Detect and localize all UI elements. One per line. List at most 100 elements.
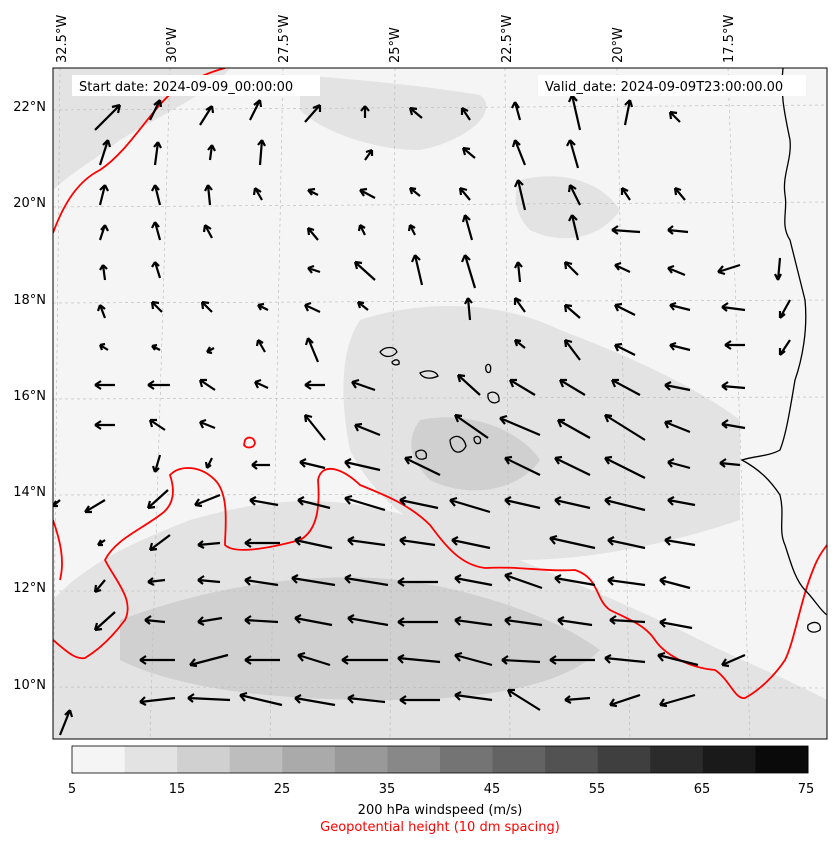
wind-arrow <box>774 257 782 281</box>
valid-date-label: Valid_date: 2024-09-09T23:00:00.00 <box>545 80 783 95</box>
cape-verde-island-8 <box>415 449 428 460</box>
wind-arrow <box>244 615 279 625</box>
wind-arrow <box>244 655 280 665</box>
wind-arrow <box>347 536 386 547</box>
cape-verde-island-3 <box>419 370 439 379</box>
wind-arrow <box>461 214 474 241</box>
wind-arrow <box>778 299 791 319</box>
wind-arrow <box>554 455 591 476</box>
cape-verde-island-4 <box>485 363 492 374</box>
wind-arrow <box>399 536 436 547</box>
wind-arrow <box>563 338 581 361</box>
wind-arrow <box>150 300 163 313</box>
wind-arrow <box>354 422 381 437</box>
africa-coastline <box>740 68 827 616</box>
wind-arrow <box>99 264 108 281</box>
colorbar-tick: 65 <box>694 782 711 797</box>
wind-arrow <box>558 378 586 396</box>
wind-arrows <box>53 94 791 736</box>
wind-arrow <box>563 260 579 276</box>
lon-label-17-5w: 17.5°W <box>722 15 737 63</box>
cape-verde-island-2 <box>391 359 400 366</box>
wind-arrow <box>360 105 370 118</box>
wind-arrow <box>147 380 170 390</box>
wind-arrow <box>609 693 641 708</box>
wind-arrow <box>454 616 493 627</box>
wind-arrow <box>341 655 388 665</box>
shade-region-north-center <box>300 75 487 150</box>
wind-arrow <box>200 300 213 313</box>
wind-arrow <box>84 499 106 514</box>
wind-arrow <box>454 651 493 667</box>
wind-arrow <box>244 576 279 587</box>
wind-arrow <box>508 378 536 396</box>
wind-arrow <box>291 574 336 587</box>
wind-arrow <box>504 616 543 627</box>
wind-arrow <box>667 264 686 277</box>
shade-region-south-dark <box>120 577 600 700</box>
wind-arrow <box>304 380 325 390</box>
wind-arrow <box>669 301 691 312</box>
wind-arrow <box>397 654 441 664</box>
wind-arrow <box>144 615 166 625</box>
contour-small-loop <box>243 436 256 449</box>
wind-arrow <box>669 341 691 352</box>
colorbar-segment <box>650 746 704 773</box>
wind-arrow <box>94 103 122 131</box>
wind-arrow <box>198 378 216 391</box>
colorbar-segment <box>177 746 231 773</box>
wind-arrow <box>239 691 283 707</box>
wind-arrow <box>151 261 162 279</box>
colorbar-tick: 75 <box>798 782 815 797</box>
wind-arrow <box>254 378 269 389</box>
wind-arrow <box>306 226 319 241</box>
contour-west-edge <box>53 519 63 581</box>
wind-arrow <box>513 297 526 313</box>
wind-arrow <box>603 413 646 441</box>
colorbar-segment <box>229 746 283 773</box>
wind-arrow <box>249 496 279 507</box>
wind-arrow <box>659 693 696 708</box>
lon-label-20w: 20°W <box>611 27 626 63</box>
wind-arrow <box>344 574 389 587</box>
wind-arrow <box>453 413 489 439</box>
lon-label-30w: 30°W <box>165 27 180 63</box>
lat-label-12n: 12°N <box>13 581 46 596</box>
wind-arrow <box>255 339 266 353</box>
start-date-box <box>72 75 320 96</box>
lon-label-27-5w: 27.5°W <box>277 15 292 63</box>
colorbar-segment <box>440 746 494 773</box>
wind-arrow <box>357 224 366 236</box>
wind-arrow <box>610 378 641 396</box>
wind-arrow <box>199 105 215 126</box>
wind-arrow <box>139 655 175 665</box>
wind-arrow <box>353 260 376 281</box>
colorbar-segment <box>387 746 441 773</box>
shade-region-southeast <box>555 426 705 531</box>
wind-arrow <box>199 418 216 430</box>
wind-arrow <box>554 496 591 510</box>
wind-arrow <box>460 254 477 289</box>
wind-arrow <box>721 302 746 312</box>
wind-arrow <box>454 691 493 702</box>
wind-arrow <box>347 614 389 627</box>
wind-arrow <box>206 346 215 355</box>
wind-arrow <box>721 419 746 430</box>
valid-date-box <box>538 75 806 96</box>
wind-arrow <box>513 179 527 211</box>
wind-arrow <box>667 458 691 470</box>
wind-arrow <box>717 263 741 276</box>
colorbar-segment <box>702 746 756 773</box>
wind-arrow <box>299 458 326 470</box>
colorbar-segment <box>597 746 651 773</box>
wind-arrow <box>347 694 386 704</box>
wind-arrow <box>147 577 166 586</box>
colorbar-frame <box>71 745 809 774</box>
colorbar-segment <box>492 746 546 773</box>
wind-arrow <box>202 224 213 239</box>
wind-arrow <box>554 574 596 587</box>
wind-arrow <box>94 420 115 430</box>
wind-arrow <box>623 99 634 126</box>
coastlines <box>379 68 827 633</box>
wind-arrow <box>721 653 746 668</box>
